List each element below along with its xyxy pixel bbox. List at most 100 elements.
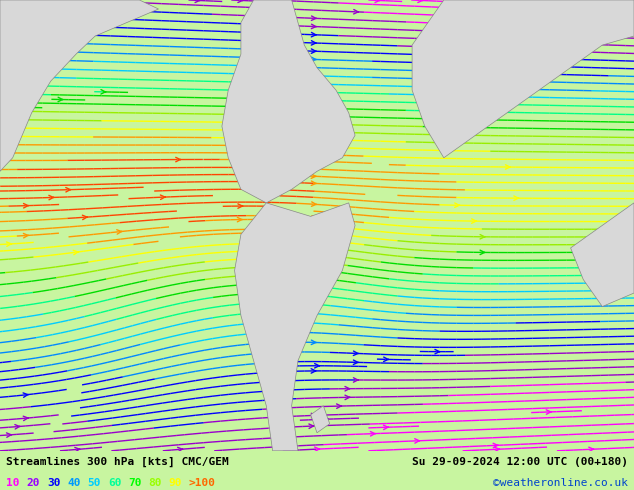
FancyArrowPatch shape xyxy=(311,82,316,86)
Polygon shape xyxy=(412,0,634,158)
FancyArrowPatch shape xyxy=(245,231,250,235)
FancyArrowPatch shape xyxy=(311,137,316,142)
FancyArrowPatch shape xyxy=(480,235,485,239)
Text: 70: 70 xyxy=(128,478,141,489)
FancyArrowPatch shape xyxy=(311,74,316,78)
Text: 80: 80 xyxy=(148,478,162,489)
FancyArrowPatch shape xyxy=(311,41,316,45)
FancyArrowPatch shape xyxy=(311,129,316,134)
FancyArrowPatch shape xyxy=(6,433,11,437)
Text: >100: >100 xyxy=(189,478,216,489)
FancyArrowPatch shape xyxy=(311,24,316,28)
FancyArrowPatch shape xyxy=(264,295,268,299)
Text: 20: 20 xyxy=(27,478,40,489)
FancyArrowPatch shape xyxy=(75,447,80,452)
FancyArrowPatch shape xyxy=(547,410,551,414)
FancyArrowPatch shape xyxy=(353,351,358,356)
Text: ©weatheronline.co.uk: ©weatheronline.co.uk xyxy=(493,478,628,489)
FancyArrowPatch shape xyxy=(15,105,20,109)
FancyArrowPatch shape xyxy=(312,251,318,256)
FancyArrowPatch shape xyxy=(314,364,320,368)
FancyArrowPatch shape xyxy=(311,32,316,37)
FancyArrowPatch shape xyxy=(446,5,451,10)
FancyArrowPatch shape xyxy=(353,360,358,365)
Text: 40: 40 xyxy=(67,478,81,489)
FancyArrowPatch shape xyxy=(237,218,242,222)
FancyArrowPatch shape xyxy=(304,283,309,288)
FancyArrowPatch shape xyxy=(505,165,510,169)
FancyArrowPatch shape xyxy=(74,250,79,255)
Text: Streamlines 300 hPa [kts] CMC/GEM: Streamlines 300 hPa [kts] CMC/GEM xyxy=(6,457,229,467)
FancyArrowPatch shape xyxy=(323,417,328,421)
FancyArrowPatch shape xyxy=(337,404,342,408)
FancyArrowPatch shape xyxy=(495,447,500,452)
FancyArrowPatch shape xyxy=(311,122,316,126)
FancyArrowPatch shape xyxy=(314,447,320,451)
FancyArrowPatch shape xyxy=(345,387,350,391)
FancyArrowPatch shape xyxy=(311,114,316,118)
FancyArrowPatch shape xyxy=(6,0,11,2)
FancyArrowPatch shape xyxy=(313,259,318,264)
FancyArrowPatch shape xyxy=(6,242,11,246)
FancyArrowPatch shape xyxy=(23,233,29,238)
FancyArrowPatch shape xyxy=(304,274,309,279)
Polygon shape xyxy=(311,406,330,433)
FancyArrowPatch shape xyxy=(311,16,316,21)
FancyArrowPatch shape xyxy=(58,97,63,102)
FancyArrowPatch shape xyxy=(195,0,200,2)
FancyArrowPatch shape xyxy=(345,395,350,400)
FancyArrowPatch shape xyxy=(472,219,477,223)
FancyArrowPatch shape xyxy=(615,0,619,3)
FancyArrowPatch shape xyxy=(117,230,122,234)
FancyArrowPatch shape xyxy=(160,195,165,199)
FancyArrowPatch shape xyxy=(384,425,389,430)
FancyArrowPatch shape xyxy=(311,49,316,53)
FancyArrowPatch shape xyxy=(311,65,316,70)
FancyArrowPatch shape xyxy=(304,266,309,270)
FancyArrowPatch shape xyxy=(176,157,181,162)
Polygon shape xyxy=(235,203,355,451)
FancyArrowPatch shape xyxy=(418,0,423,2)
Text: 50: 50 xyxy=(87,478,101,489)
FancyArrowPatch shape xyxy=(312,230,317,234)
FancyArrowPatch shape xyxy=(312,216,317,220)
FancyArrowPatch shape xyxy=(178,447,183,452)
FancyArrowPatch shape xyxy=(254,187,259,192)
FancyArrowPatch shape xyxy=(49,0,55,2)
FancyArrowPatch shape xyxy=(23,393,29,397)
FancyArrowPatch shape xyxy=(66,188,71,192)
FancyArrowPatch shape xyxy=(238,204,243,208)
FancyArrowPatch shape xyxy=(311,368,316,373)
FancyArrowPatch shape xyxy=(540,1,545,6)
Text: 90: 90 xyxy=(169,478,182,489)
Polygon shape xyxy=(0,0,158,172)
Text: Su 29-09-2024 12:00 UTC (00+180): Su 29-09-2024 12:00 UTC (00+180) xyxy=(411,457,628,467)
FancyArrowPatch shape xyxy=(303,330,308,335)
FancyArrowPatch shape xyxy=(353,378,358,382)
FancyArrowPatch shape xyxy=(455,203,460,207)
FancyArrowPatch shape xyxy=(311,413,316,418)
FancyArrowPatch shape xyxy=(23,203,29,208)
FancyArrowPatch shape xyxy=(435,349,440,354)
FancyArrowPatch shape xyxy=(23,416,29,420)
FancyArrowPatch shape xyxy=(304,292,309,296)
FancyArrowPatch shape xyxy=(311,152,316,156)
FancyArrowPatch shape xyxy=(311,57,316,62)
FancyArrowPatch shape xyxy=(238,0,243,2)
FancyArrowPatch shape xyxy=(311,106,316,110)
FancyArrowPatch shape xyxy=(375,0,380,2)
Polygon shape xyxy=(0,0,63,68)
Text: 60: 60 xyxy=(108,478,121,489)
FancyArrowPatch shape xyxy=(311,202,316,206)
FancyArrowPatch shape xyxy=(354,9,359,14)
FancyArrowPatch shape xyxy=(311,340,316,344)
FancyArrowPatch shape xyxy=(82,215,87,220)
Text: 10: 10 xyxy=(6,478,20,489)
FancyArrowPatch shape xyxy=(384,357,389,362)
FancyArrowPatch shape xyxy=(311,167,316,171)
FancyArrowPatch shape xyxy=(564,0,569,2)
FancyArrowPatch shape xyxy=(311,174,316,178)
FancyArrowPatch shape xyxy=(311,145,316,149)
FancyArrowPatch shape xyxy=(311,181,316,185)
FancyArrowPatch shape xyxy=(415,439,420,443)
